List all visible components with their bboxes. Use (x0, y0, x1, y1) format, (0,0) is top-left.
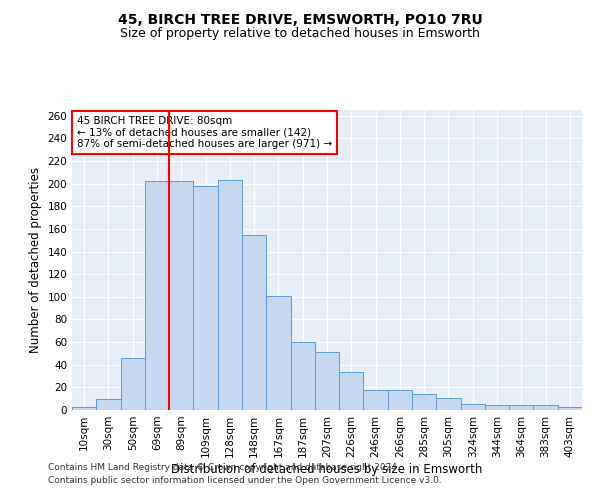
Bar (290, 342, 315, 410)
Bar (193, 186, 218, 410)
Bar (533, 406, 558, 410)
Text: Size of property relative to detached houses in Emsworth: Size of property relative to detached ho… (120, 28, 480, 40)
Text: Contains public sector information licensed under the Open Government Licence v3: Contains public sector information licen… (48, 476, 442, 485)
Bar (315, 352, 339, 410)
Bar (96, 398, 121, 410)
Bar (364, 390, 388, 410)
Bar (218, 180, 242, 410)
Bar (485, 406, 509, 410)
Bar (339, 372, 364, 410)
Text: 45 BIRCH TREE DRIVE: 80sqm
← 13% of detached houses are smaller (142)
87% of sem: 45 BIRCH TREE DRIVE: 80sqm ← 13% of deta… (77, 116, 332, 149)
Bar (461, 404, 485, 410)
Bar (72, 406, 96, 410)
Bar (266, 296, 290, 410)
X-axis label: Distribution of detached houses by size in Emsworth: Distribution of detached houses by size … (172, 462, 482, 475)
Bar (412, 394, 436, 410)
Bar (121, 358, 145, 410)
Text: 45, BIRCH TREE DRIVE, EMSWORTH, PO10 7RU: 45, BIRCH TREE DRIVE, EMSWORTH, PO10 7RU (118, 12, 482, 26)
Bar (388, 390, 412, 410)
Text: Contains HM Land Registry data © Crown copyright and database right 2024.: Contains HM Land Registry data © Crown c… (48, 464, 400, 472)
Bar (558, 406, 582, 410)
Bar (509, 406, 533, 410)
Bar (242, 234, 266, 410)
Bar (436, 398, 461, 410)
Y-axis label: Number of detached properties: Number of detached properties (29, 167, 42, 353)
Bar (169, 182, 193, 410)
Bar (145, 182, 169, 410)
